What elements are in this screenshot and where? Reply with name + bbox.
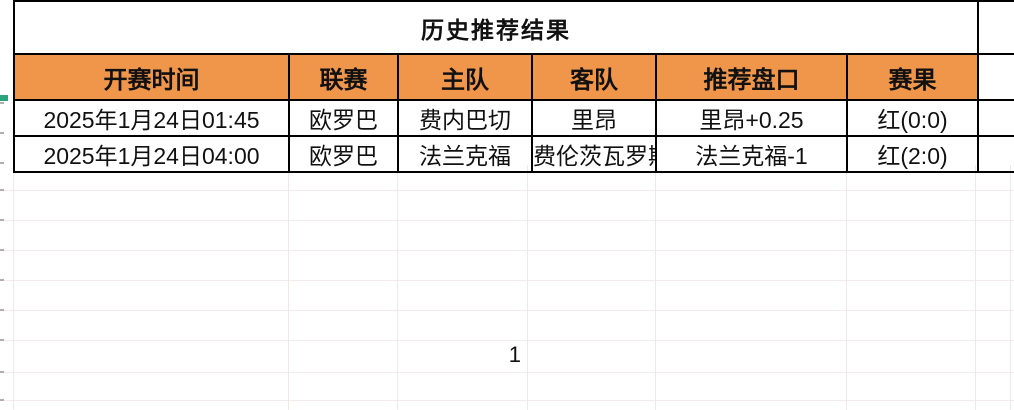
handicap-value: 法兰克福-1 [695,143,808,169]
cell-handicap[interactable]: 里昂+0.25 [655,99,848,137]
cell-league[interactable]: 欧罗巴 [288,135,399,173]
header-result[interactable]: 赛果 [845,53,980,101]
cell-home-team[interactable]: 法兰克福 [397,135,533,173]
empty-cell[interactable] [977,99,1014,137]
gridline [397,165,398,410]
row-tick [0,279,4,281]
cell-away-team[interactable]: 费伦茨瓦罗斯 [531,135,657,173]
cell-result[interactable]: 红(2:0) [845,135,980,173]
table-row: 2025年1月24日04:00 欧罗巴 法兰克福 费伦茨瓦罗斯 法兰克福-1 红… [13,135,1014,173]
result-value: 红(0:0) [877,107,948,133]
cell-result[interactable]: 红(0:0) [845,99,980,137]
header-start-time[interactable]: 开赛时间 [13,53,290,101]
row-tick [0,249,4,251]
gridline [0,372,1014,373]
gridline [846,165,847,410]
league-value: 欧罗巴 [309,143,378,169]
table-header-row: 开赛时间 联赛 主队 客队 推荐盘口 赛果 [13,53,1014,101]
gridline [0,250,1014,251]
start-time-value: 2025年1月24日01:45 [43,107,260,133]
result-value: 红(2:0) [877,143,948,169]
header-league[interactable]: 联赛 [288,53,399,101]
gridline [0,310,1014,311]
table-row: 2025年1月24日01:45 欧罗巴 费内巴切 里昂 里昂+0.25 红(0:… [13,99,1014,137]
row-tick [0,399,4,401]
away-team-value: 里昂 [571,107,617,133]
row-tick [0,371,4,373]
league-value: 欧罗巴 [309,107,378,133]
row-tick [0,162,4,164]
home-team-value: 法兰克福 [419,143,511,169]
cell-start-time[interactable]: 2025年1月24日01:45 [13,99,290,137]
cell-league[interactable]: 欧罗巴 [288,99,399,137]
header-handicap[interactable]: 推荐盘口 [655,53,848,101]
gridline [0,400,1014,401]
handicap-value: 里昂+0.25 [699,107,804,133]
gridline [13,165,14,410]
row-tick [0,132,4,134]
title-row: 历史推荐结果 [12,0,1014,55]
cell-handicap[interactable]: 法兰克福-1 [655,135,848,173]
row-selection-marker [0,95,8,101]
gridline [655,165,656,410]
row-tick [0,219,4,221]
gridline [527,165,528,410]
cell-home-team[interactable]: 费内巴切 [397,99,533,137]
page-number-cell[interactable]: 1 [508,342,521,367]
empty-cell[interactable] [977,135,1014,173]
gridline [1010,165,1011,410]
row-tick [0,189,4,191]
gridline [0,340,1014,341]
row-tick [0,309,4,311]
page-title[interactable]: 历史推荐结果 [12,0,980,55]
gridline [0,280,1014,281]
row-tick [0,339,4,341]
header-away-team[interactable]: 客队 [531,53,657,101]
gridline [0,190,1014,191]
results-table: 历史推荐结果 开赛时间 联赛 主队 客队 推荐盘口 赛果 2025年1月24日0… [12,0,1014,173]
empty-cell[interactable] [977,53,1014,101]
home-team-value: 费内巴切 [419,107,511,133]
cell-away-team[interactable]: 里昂 [531,99,657,137]
header-home-team[interactable]: 主队 [397,53,533,101]
gridline [0,220,1014,221]
row-tick [0,102,4,104]
gridline [975,165,976,410]
start-time-value: 2025年1月24日04:00 [43,143,260,169]
gridline [288,165,289,410]
empty-cell[interactable] [977,0,1014,55]
away-team-value: 费伦茨瓦罗斯 [533,143,654,169]
cell-start-time[interactable]: 2025年1月24日04:00 [13,135,290,173]
